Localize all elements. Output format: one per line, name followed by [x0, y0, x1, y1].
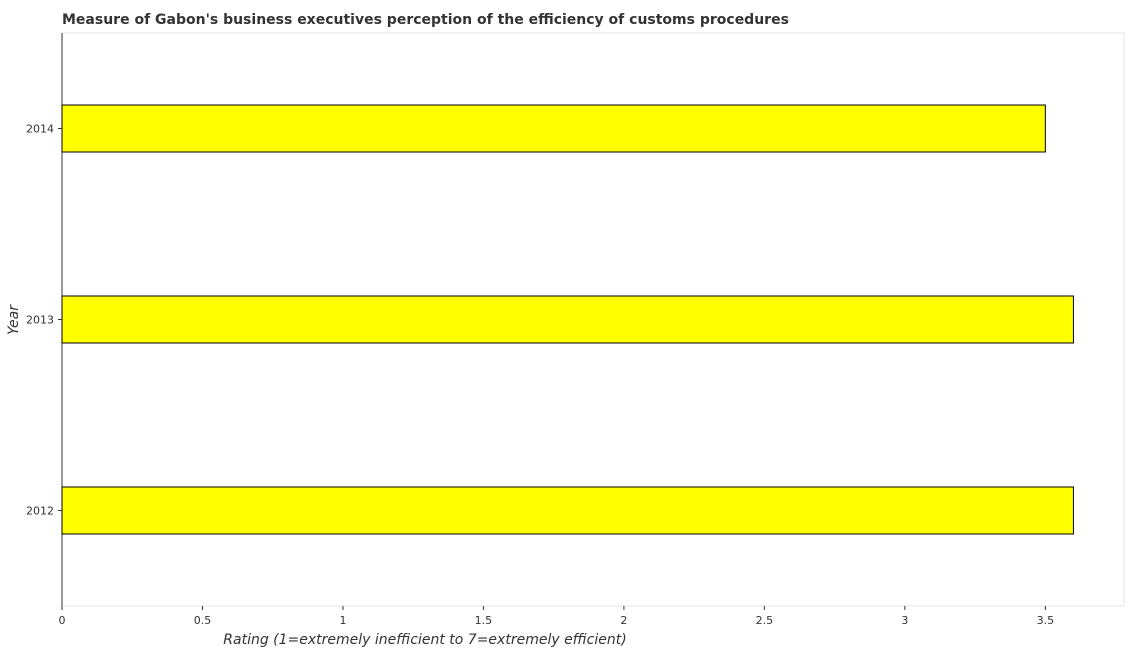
- x-tick-label-1: 1: [339, 614, 346, 627]
- x-tick-label-0: 0: [59, 614, 66, 627]
- plot-area: 0 0.5 1 1.5 2 2.5 3 3.5 2012 2013 2014: [26, 32, 1125, 627]
- x-tick-label-3.5: 3.5: [1037, 614, 1055, 627]
- x-ticks-group: 0 0.5 1 1.5 2 2.5 3 3.5: [59, 606, 1055, 627]
- x-tick-label-1.5: 1.5: [475, 614, 493, 627]
- chart-title: Measure of Gabon's business executives p…: [62, 12, 789, 28]
- y-axis-title: Year: [6, 304, 22, 335]
- x-tick-label-3: 3: [901, 614, 908, 627]
- y-ticks-group: 2012 2013 2014: [26, 123, 62, 518]
- bars-group: [61, 104, 1074, 535]
- y-tick-label-2013: 2013: [26, 314, 54, 327]
- y-tick-label-2014: 2014: [26, 123, 54, 136]
- x-axis-title: Rating (1=extremely inefficient to 7=ext…: [223, 632, 626, 648]
- x-tick-label-2: 2: [620, 614, 627, 627]
- bar-2014: [61, 104, 1046, 153]
- y-tick-label-2012: 2012: [26, 505, 54, 518]
- bar-2013: [61, 295, 1074, 344]
- x-tick-label-2.5: 2.5: [756, 614, 774, 627]
- bar-2012: [61, 486, 1074, 535]
- x-tick-label-0.5: 0.5: [194, 614, 212, 627]
